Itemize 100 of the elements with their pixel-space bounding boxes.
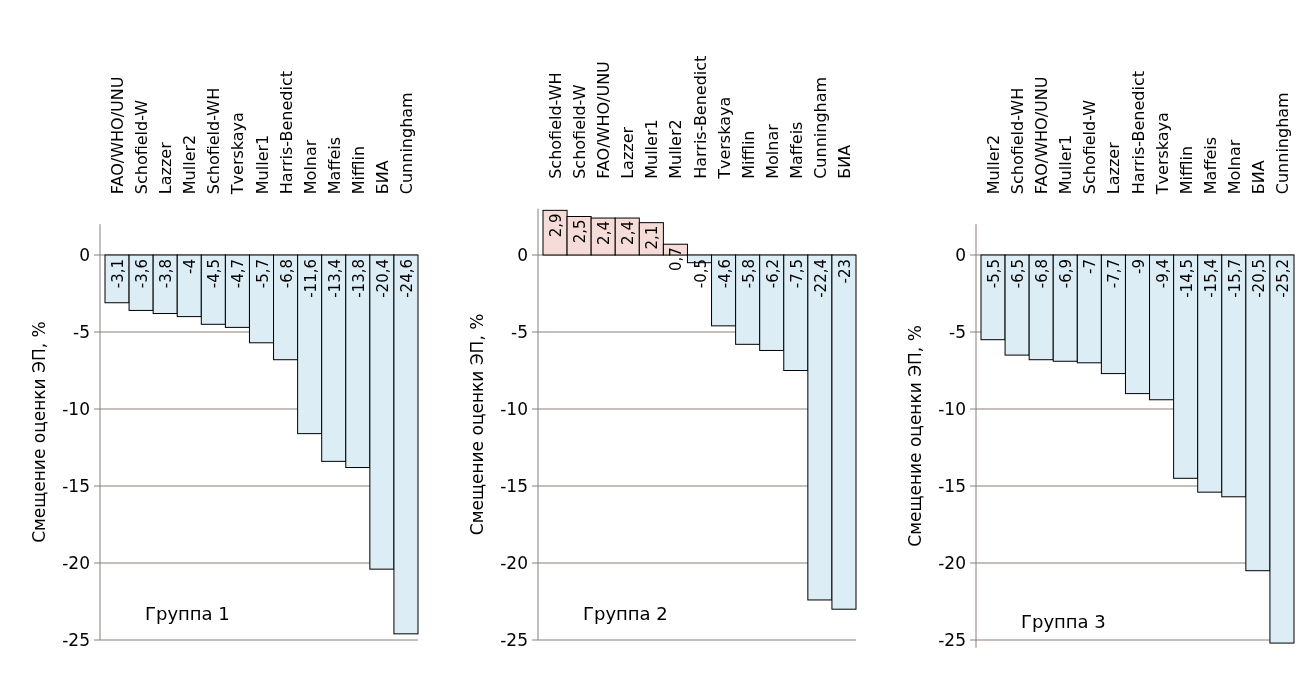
x-tick-label: Schofield-W <box>570 84 590 179</box>
data-label: 2,1 <box>643 225 662 250</box>
y-axis-title: Смещение оценки ЭП, % <box>467 313 487 536</box>
y-tick-label: -5 <box>949 321 966 342</box>
data-label: 2,4 <box>595 221 614 245</box>
y-tick-label: -25 <box>62 629 90 650</box>
data-label: -4 <box>181 259 200 274</box>
annotation: Группа 2 <box>583 603 668 624</box>
x-tick-label: Muller2 <box>984 134 1004 195</box>
data-label: -7,7 <box>1105 259 1124 289</box>
y-tick-label: -25 <box>938 629 966 650</box>
data-label: -9 <box>1129 259 1148 274</box>
x-tick-label: Muller2 <box>180 134 200 195</box>
y-tick-label: -5 <box>511 321 528 342</box>
y-tick-label: -15 <box>500 475 528 496</box>
y-tick-label: -20 <box>500 552 528 573</box>
data-label: -0,5 <box>691 259 710 289</box>
data-label: -3,1 <box>109 259 128 289</box>
x-tick-label: Molnar <box>1224 139 1244 195</box>
y-tick-label: 0 <box>79 244 90 265</box>
y-axis-title: Смещение оценки ЭП, % <box>905 325 925 547</box>
data-label: -7,5 <box>787 259 806 289</box>
data-label: -11,6 <box>301 259 320 298</box>
x-tick-label: Schofield-WH <box>204 87 224 195</box>
data-label: -24,6 <box>397 259 416 298</box>
x-tick-label: Tverskaya <box>228 112 248 196</box>
data-label: -4,7 <box>229 259 248 289</box>
x-tick-label: Tverskaya <box>1152 112 1172 196</box>
x-tick-label: FAO/WHO/UNU <box>1032 76 1052 195</box>
x-tick-label: Mifflin <box>738 130 758 179</box>
x-tick-label: Cunningham <box>396 92 416 195</box>
y-tick-label: -10 <box>500 398 528 419</box>
x-tick-label: Mifflin <box>348 145 368 195</box>
x-tick-label: Maffeis <box>786 121 806 179</box>
x-tick-label: Muller1 <box>1056 134 1076 195</box>
data-label: -20,5 <box>1249 259 1268 298</box>
x-tick-label: Lazzer <box>618 126 638 179</box>
x-tick-label: Schofield-WH <box>1008 87 1028 195</box>
x-tick-label: Muller1 <box>642 119 662 179</box>
x-tick-label: Harris-Benedict <box>1128 71 1148 195</box>
x-tick-label: Molnar <box>762 123 782 179</box>
data-label: -3,8 <box>157 259 176 289</box>
annotation: Группа 3 <box>1021 610 1106 632</box>
annotation: Группа 1 <box>145 603 230 624</box>
data-label: -5,5 <box>985 259 1004 289</box>
y-tick-label: -15 <box>62 475 90 496</box>
data-label: 0,7 <box>667 247 686 272</box>
y-axis-title: Смещение оценки ЭП, % <box>29 321 49 543</box>
data-label: -22,4 <box>811 259 830 298</box>
y-tick-label: 0 <box>955 244 966 265</box>
x-tick-label: Maffeis <box>1200 136 1220 195</box>
x-tick-label: Harris-Benedict <box>690 55 710 179</box>
data-label: -6,8 <box>1033 259 1052 289</box>
x-tick-label: Tverskaya <box>714 96 734 180</box>
x-tick-label: Mifflin <box>1176 145 1196 195</box>
x-tick-label: Schofield-W <box>132 99 152 195</box>
data-label: -20,4 <box>373 259 392 298</box>
x-tick-label: FAO/WHO/UNU <box>108 76 128 195</box>
x-tick-label: Muller1 <box>252 134 272 195</box>
data-label: -5,7 <box>253 259 272 289</box>
x-tick-label: БИА <box>834 144 854 179</box>
data-label: -4,6 <box>715 259 734 289</box>
x-tick-label: Schofield-WH <box>546 72 566 179</box>
y-tick-label: -20 <box>938 552 966 573</box>
x-tick-label: Cunningham <box>810 76 830 179</box>
data-label: -4,5 <box>205 259 224 289</box>
y-tick-label: -10 <box>62 398 90 419</box>
data-label: -14,5 <box>1177 259 1196 298</box>
x-tick-label: БИА <box>1248 160 1268 195</box>
x-tick-label: Maffeis <box>324 136 344 195</box>
x-tick-label: Lazzer <box>1104 141 1124 195</box>
data-label: 2,9 <box>547 213 566 238</box>
data-label: -6,2 <box>763 259 782 289</box>
y-tick-label: -15 <box>938 475 966 496</box>
x-tick-label: FAO/WHO/UNU <box>594 61 614 179</box>
x-tick-label: Lazzer <box>156 141 176 195</box>
y-tick-label: -20 <box>62 552 90 573</box>
data-label: -5,8 <box>739 259 758 289</box>
data-label: -6,9 <box>1057 259 1076 289</box>
data-label: -7 <box>1081 259 1100 274</box>
data-label: -15,4 <box>1201 259 1220 298</box>
data-label: 2,5 <box>571 219 590 244</box>
y-tick-label: -25 <box>500 629 528 650</box>
y-tick-label: -5 <box>73 321 90 342</box>
data-label: -9,4 <box>1153 259 1172 289</box>
x-tick-label: Schofield-W <box>1080 99 1100 195</box>
x-tick-label: БИА <box>372 160 392 195</box>
data-label: -23 <box>835 259 854 284</box>
y-tick-label: -10 <box>938 398 966 419</box>
data-label: -6,5 <box>1009 259 1028 289</box>
y-tick-label: 0 <box>517 244 528 265</box>
data-label: -15,7 <box>1225 259 1244 298</box>
data-label: -3,6 <box>133 259 152 289</box>
data-label: -6,8 <box>277 259 296 289</box>
x-tick-label: Muller2 <box>666 119 686 179</box>
x-tick-label: Cunningham <box>1272 92 1292 195</box>
data-label: -13,8 <box>349 259 368 298</box>
x-tick-label: Molnar <box>300 139 320 195</box>
data-label: 2,4 <box>619 221 638 245</box>
data-label: -25,2 <box>1273 259 1292 298</box>
